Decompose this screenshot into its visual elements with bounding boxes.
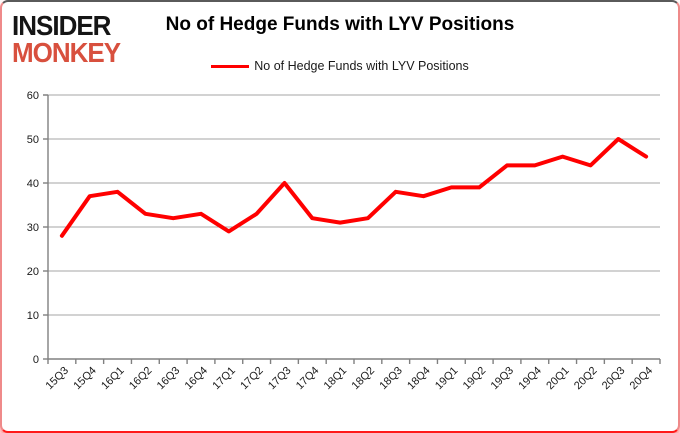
x-tick-label: 17Q2 <box>238 365 266 393</box>
x-tick-label: 20Q4 <box>628 365 656 393</box>
x-tick-label: 19Q2 <box>461 365 489 393</box>
x-tick-label: 19Q1 <box>433 365 461 393</box>
data-line-series <box>59 137 649 238</box>
legend-label: No of Hedge Funds with LYV Positions <box>254 59 469 73</box>
chart-title: No of Hedge Funds with LYV Positions <box>165 14 515 35</box>
insider-monkey-logo: INSIDER MONKEY <box>12 9 121 69</box>
logo-text-monkey: MONKEY <box>12 36 121 69</box>
x-tick-label: 17Q4 <box>294 365 322 393</box>
x-tick-label: 18Q1 <box>322 365 350 393</box>
legend-line-swatch <box>211 64 250 68</box>
y-tick-label: 40 <box>27 178 39 190</box>
x-tick-label: 16Q1 <box>99 365 127 393</box>
x-tick-label: 20Q2 <box>572 365 600 393</box>
y-tick-label: 20 <box>27 266 39 278</box>
x-tick-label: 16Q2 <box>127 365 155 393</box>
y-tick-label: 10 <box>27 310 39 322</box>
x-tick-label: 19Q3 <box>489 365 517 393</box>
x-tick-label: 15Q3 <box>44 365 72 393</box>
y-tick-label: 60 <box>27 90 39 102</box>
x-tick-label: 18Q4 <box>405 365 433 393</box>
x-tick-label: 16Q4 <box>183 365 211 393</box>
x-tick-label: 15Q4 <box>71 365 99 393</box>
logo-text-insider: INSIDER <box>12 9 111 42</box>
chart-legend: No of Hedge Funds with LYV Positions <box>2 59 678 73</box>
x-tick-label: 18Q2 <box>350 365 378 393</box>
x-tick-label: 19Q4 <box>516 365 544 393</box>
x-tick-label: 18Q3 <box>377 365 405 393</box>
y-tick-label: 50 <box>27 134 39 146</box>
x-tick-label: 20Q3 <box>600 365 628 393</box>
x-tick-label: 16Q3 <box>155 365 183 393</box>
y-tick-label: 0 <box>33 354 39 366</box>
x-tick-label: 17Q1 <box>210 365 238 393</box>
y-tick-label: 30 <box>27 222 39 234</box>
x-tick-label: 17Q3 <box>266 365 294 393</box>
x-tick-label: 20Q1 <box>544 365 572 393</box>
